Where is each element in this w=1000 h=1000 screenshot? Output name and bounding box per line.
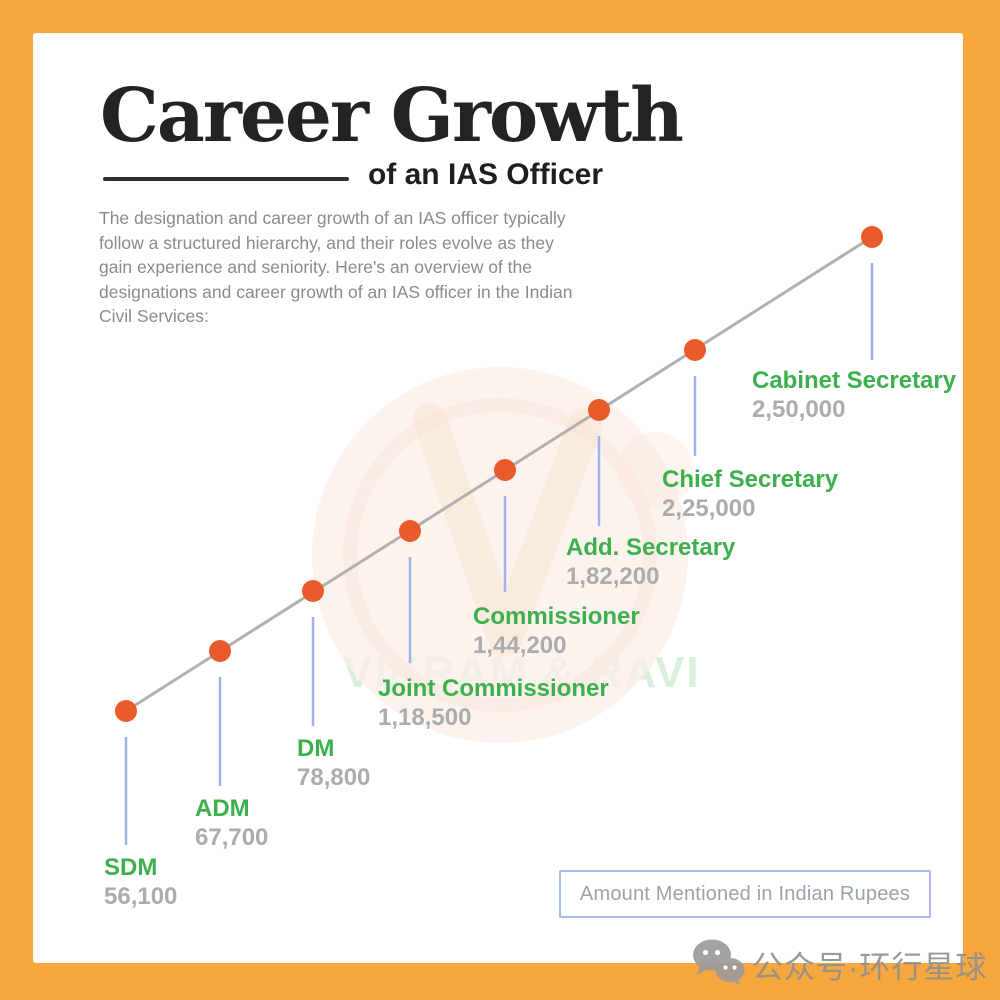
salary-value: 1,44,200 <box>473 632 567 659</box>
designation-label: Add. Secretary <box>566 534 736 561</box>
chart-point-label-joint-commissioner: Joint Commissioner 1,18,500 <box>378 675 609 733</box>
wechat-watermark: 公众号·环行星球 <box>690 938 986 986</box>
designation-label: Cabinet Secretary <box>752 367 957 394</box>
salary-value: 56,100 <box>104 883 178 910</box>
data-point-add-secretary <box>588 399 610 421</box>
chart-point-label-commissioner: Commissioner 1,44,200 <box>473 603 640 661</box>
logo-watermark <box>312 367 693 743</box>
designation-label: Commissioner <box>473 603 640 630</box>
salary-value: 1,18,500 <box>378 704 472 731</box>
currency-note-box: Amount Mentioned in Indian Rupees <box>559 870 931 918</box>
title-underline <box>103 177 349 181</box>
connector-lines <box>124 263 874 845</box>
wechat-watermark-text: 公众号·环行星球 <box>752 950 988 985</box>
designation-label: ADM <box>195 795 250 822</box>
description-text: The designation and career growth of an … <box>99 208 573 327</box>
data-point-cabinet-secretary <box>861 226 883 248</box>
chart-point-label-dm: DM 78,800 <box>297 735 370 793</box>
data-point-sdm <box>115 700 137 722</box>
designation-label: SDM <box>104 854 158 881</box>
designation-label: Chief Secretary <box>662 466 839 493</box>
page-title: Career Growth <box>100 73 684 159</box>
chart-point-label-add-secretary: Add. Secretary 1,82,200 <box>566 534 735 592</box>
chart-point-label-sdm: SDM 56,100 <box>104 854 177 912</box>
chart-point-label-cabinet-secretary: Cabinet Secretary 2,50,000 <box>752 367 956 425</box>
data-point-joint-commissioner <box>399 520 421 542</box>
data-point-chief-secretary <box>684 339 706 361</box>
chart-point-label-chief-secretary: Chief Secretary 2,25,000 <box>662 466 838 524</box>
data-point-adm <box>209 640 231 662</box>
salary-value: 78,800 <box>297 764 371 791</box>
designation-label: DM <box>297 735 335 762</box>
salary-value: 2,50,000 <box>752 396 846 423</box>
designation-label: Joint Commissioner <box>378 675 609 702</box>
salary-value: 1,82,200 <box>566 563 660 590</box>
chart-point-label-adm: ADM 67,700 <box>195 795 268 853</box>
salary-value: 67,700 <box>195 824 269 851</box>
wechat-icon <box>693 939 745 985</box>
data-point-commissioner <box>494 459 516 481</box>
salary-value: 2,25,000 <box>662 495 756 522</box>
page-subtitle: of an IAS Officer <box>367 158 603 191</box>
data-point-dm <box>302 580 324 602</box>
data-points <box>115 226 883 722</box>
